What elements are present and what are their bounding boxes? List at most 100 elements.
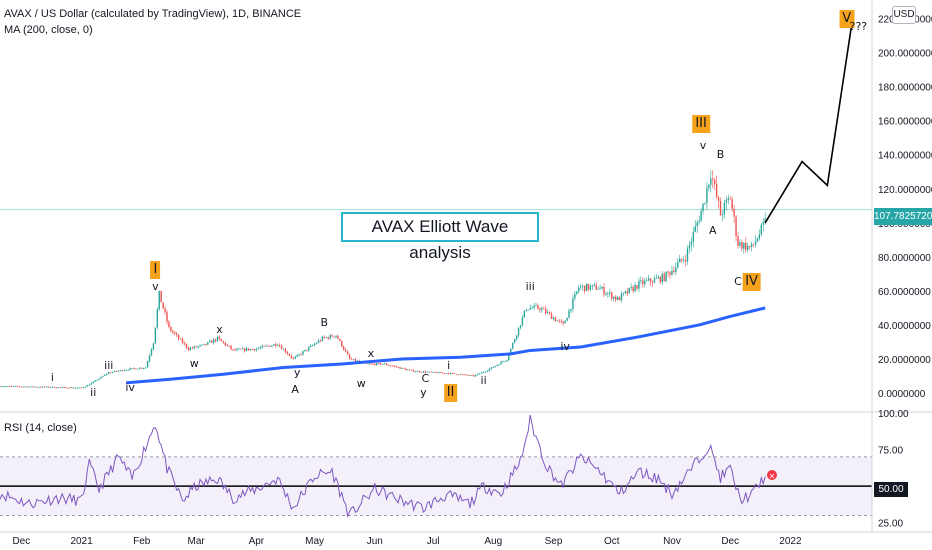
candle-body <box>646 280 648 282</box>
candle-body <box>529 307 531 310</box>
candle-body <box>430 371 432 373</box>
candle-body <box>422 371 425 373</box>
candle-body <box>599 288 601 290</box>
candle-body <box>40 387 42 388</box>
candle-body <box>550 313 553 320</box>
candle-body <box>177 334 180 339</box>
candle-body <box>682 260 685 261</box>
candle-body <box>717 197 720 202</box>
candle-body <box>9 385 11 387</box>
candle-body <box>597 289 599 290</box>
candle-body <box>1 386 3 388</box>
candle-body <box>649 278 652 282</box>
candle-body <box>482 372 485 373</box>
candle-body <box>591 284 594 287</box>
candle-body <box>212 339 215 343</box>
candle-body <box>449 372 452 374</box>
candle-body <box>385 363 388 365</box>
candle-body <box>75 387 77 389</box>
alert-marker-glyph: × <box>769 472 776 481</box>
candle-body <box>671 270 673 275</box>
candle-body <box>463 374 465 376</box>
price-tick-label: 60.0000000 <box>878 287 931 298</box>
candle-body <box>306 349 308 351</box>
candle-body <box>578 287 580 292</box>
annotation-title: AVAX Elliott Wave analysis <box>341 212 539 262</box>
candle-body <box>30 386 32 388</box>
candle-body <box>319 340 322 342</box>
wave-label-minor: C <box>734 275 742 289</box>
candle-body <box>690 241 693 246</box>
candle-body <box>554 317 557 322</box>
candle-body <box>688 245 691 249</box>
candle-body <box>245 348 248 351</box>
candle-body <box>53 386 56 388</box>
candle-body <box>484 371 487 373</box>
candle-body <box>253 349 256 351</box>
candle-body <box>226 345 228 347</box>
candle-body <box>686 248 689 262</box>
candle-body <box>414 371 417 373</box>
candle-body <box>459 374 461 376</box>
candle-body <box>121 370 124 371</box>
candle-body <box>515 335 518 340</box>
candle-body <box>181 338 184 344</box>
candle-body <box>45 386 48 388</box>
candle-body <box>269 345 271 347</box>
currency-button[interactable]: USD <box>892 6 916 24</box>
time-tick-label: 2021 <box>70 536 93 547</box>
candle-body <box>207 342 209 345</box>
candle-body <box>344 349 347 352</box>
candle-body <box>475 374 477 377</box>
alert-marker-icon <box>767 470 777 480</box>
candle-body <box>32 386 34 388</box>
candle-body <box>434 371 436 373</box>
candle-body <box>444 372 446 374</box>
candle-body <box>702 203 704 212</box>
candle-body <box>537 305 539 309</box>
candle-body <box>350 358 353 360</box>
candle-body <box>754 241 757 245</box>
rsi-tick-label: 75.00 <box>878 446 903 457</box>
candle-body <box>399 367 401 369</box>
candle-body <box>242 348 244 350</box>
candle-body <box>78 387 81 389</box>
candle-body <box>273 344 275 346</box>
candle-body <box>587 283 590 290</box>
candle-body <box>278 345 281 347</box>
candle-body <box>480 372 483 374</box>
candle-body <box>465 374 467 376</box>
time-tick-label: Dec <box>721 536 739 547</box>
time-tick-label: Sep <box>545 536 563 547</box>
time-tick-label: Apr <box>249 536 265 547</box>
candle-body <box>310 345 312 348</box>
candle-body <box>669 272 671 275</box>
candle-body <box>96 379 98 381</box>
candle-body <box>261 345 263 348</box>
candle-body <box>733 208 735 217</box>
price-tick-label: 140.0000000 <box>878 151 932 162</box>
candle-body <box>292 357 294 359</box>
candle-body <box>647 278 650 281</box>
candle-body <box>747 245 749 250</box>
candle-body <box>102 375 104 377</box>
candle-body <box>564 320 566 324</box>
candle-body <box>642 280 644 285</box>
candle-body <box>432 371 434 373</box>
candle-body <box>710 178 712 185</box>
candle-body <box>197 346 199 348</box>
candles <box>0 170 766 389</box>
candle-body <box>174 332 176 334</box>
candle-body <box>38 387 40 388</box>
candle-body <box>700 211 702 222</box>
candle-body <box>42 386 44 388</box>
candle-body <box>490 367 493 370</box>
candle-body <box>10 386 13 387</box>
time-tick-label: Jun <box>367 536 383 547</box>
candle-body <box>244 348 246 351</box>
candle-body <box>614 296 617 300</box>
candle-body <box>133 368 135 369</box>
candle-body <box>626 291 628 294</box>
candle-body <box>387 364 390 366</box>
candle-body <box>502 361 504 363</box>
